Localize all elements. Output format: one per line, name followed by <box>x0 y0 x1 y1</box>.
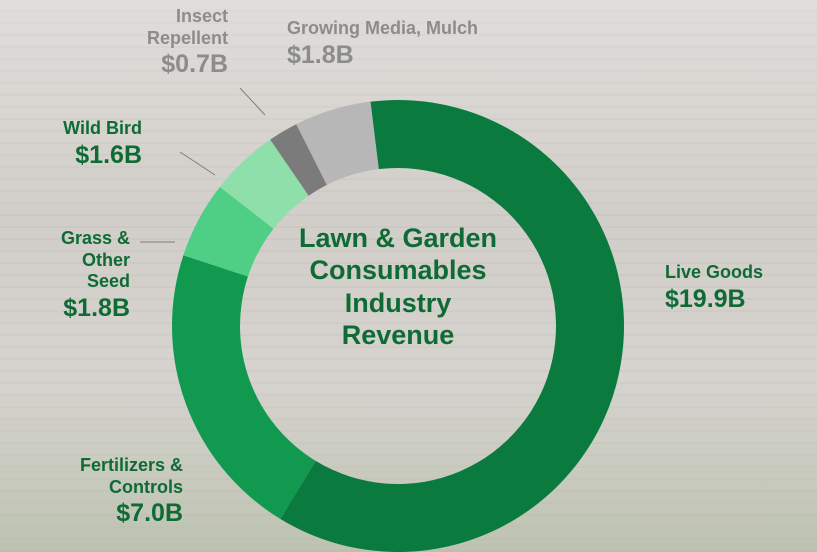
leader-line <box>239 87 266 116</box>
value-label: $19.9B <box>665 284 746 313</box>
value-label: $0.7B <box>161 50 228 79</box>
slice <box>219 139 309 229</box>
leader-lines <box>140 87 266 243</box>
chart-title: Lawn & Garden Consumables Industry Reven… <box>298 223 498 351</box>
slice-label: Grass & Other Seed $1.8B <box>20 228 130 323</box>
slice <box>296 101 379 185</box>
category-label: Growing Media, Mulch <box>287 18 479 38</box>
value-label: $7.0B <box>116 499 183 528</box>
value-label: $1.8B <box>287 40 354 69</box>
category-label: Grass & Other Seed <box>60 228 130 292</box>
leader-line <box>179 151 216 176</box>
slice-label: Insect Repellent $0.7B <box>118 6 228 79</box>
slice <box>172 255 316 519</box>
value-label: $1.8B <box>63 293 130 322</box>
slice-label: Wild Bird $1.6B <box>0 118 142 170</box>
slice-label: Fertilizers & Controls $7.0B <box>30 455 183 528</box>
category-label: Wild Bird <box>63 118 142 138</box>
category-label: Live Goods <box>665 262 764 282</box>
slice-label: Growing Media, Mulch $1.8B <box>287 18 478 70</box>
slice <box>183 186 274 277</box>
category-label: Fertilizers & Controls <box>79 455 183 497</box>
slice <box>280 100 624 552</box>
slice <box>270 124 327 196</box>
category-label: Insect Repellent <box>146 6 228 48</box>
slice-label: Live Goods $19.9B <box>665 262 763 314</box>
value-label: $1.6B <box>75 140 142 169</box>
